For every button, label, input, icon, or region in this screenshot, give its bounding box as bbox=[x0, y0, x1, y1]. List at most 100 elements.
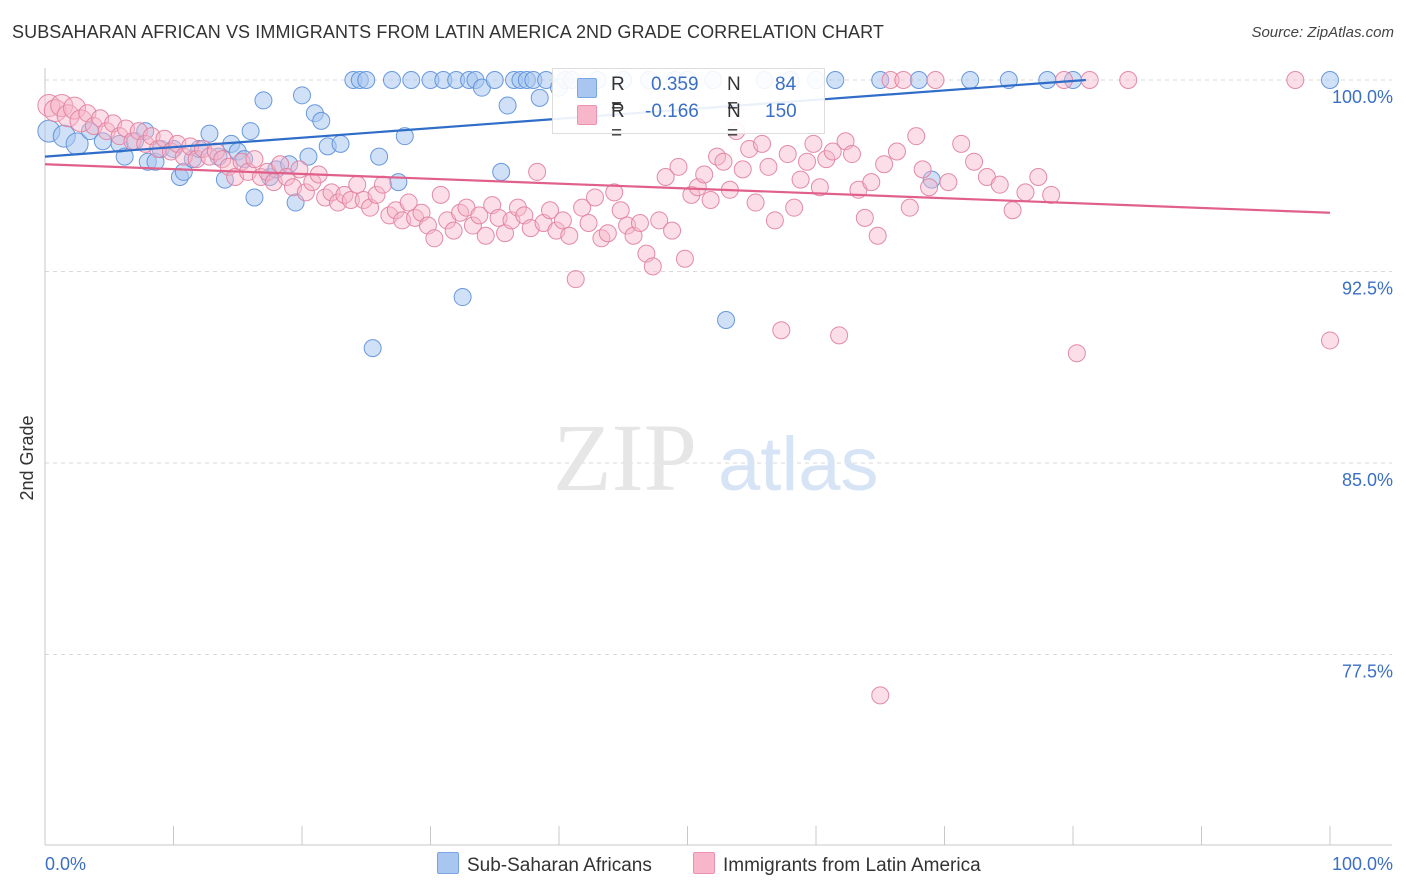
point-1-108 bbox=[733, 160, 752, 179]
legend-n-label: N = bbox=[727, 74, 741, 117]
data-points bbox=[37, 71, 1339, 705]
axes bbox=[44, 68, 1392, 846]
legend-n-label: N = bbox=[727, 101, 741, 144]
point-1-103 bbox=[701, 191, 720, 210]
y-axis-label: 2nd Grade bbox=[17, 415, 37, 500]
point-1-98 bbox=[669, 157, 688, 176]
point-1-60 bbox=[425, 229, 444, 248]
point-1-129 bbox=[868, 226, 887, 245]
point-1-136 bbox=[913, 160, 932, 179]
point-1-66 bbox=[463, 216, 482, 235]
point-0-23 bbox=[241, 122, 260, 141]
point-1-141 bbox=[965, 152, 984, 171]
point-0-30 bbox=[293, 86, 311, 105]
point-0-17 bbox=[200, 124, 219, 143]
point-1-27 bbox=[213, 150, 232, 169]
legend-r-label: R = bbox=[611, 74, 625, 117]
point-0-79 bbox=[999, 71, 1018, 89]
point-1-39 bbox=[290, 160, 309, 179]
point-0-40 bbox=[370, 147, 389, 166]
point-1-153 bbox=[1286, 71, 1305, 89]
point-1-102 bbox=[695, 165, 714, 184]
point-1-56 bbox=[399, 193, 418, 212]
point-1-118 bbox=[798, 152, 817, 171]
point-1-82 bbox=[566, 270, 585, 289]
point-1-89 bbox=[611, 201, 630, 220]
axis-labels: 100.0% 92.5% 85.0% 77.5% 0.0% 100.0% 2nd Grade bbox=[17, 87, 1393, 874]
point-1-67 bbox=[470, 206, 489, 225]
trend-line-1 bbox=[44, 163, 1331, 214]
point-1-146 bbox=[1029, 168, 1048, 187]
point-1-140 bbox=[952, 134, 971, 153]
point-0-80 bbox=[1038, 71, 1057, 89]
watermark-zip: ZIP bbox=[553, 404, 697, 511]
point-0-54 bbox=[498, 96, 517, 115]
point-0-74 bbox=[826, 71, 845, 89]
point-1-63 bbox=[444, 221, 463, 240]
point-1-122 bbox=[823, 142, 842, 161]
point-1-73 bbox=[508, 198, 527, 217]
point-1-95 bbox=[650, 211, 669, 230]
point-1-133 bbox=[894, 71, 913, 89]
legend-n-value-blue: 84 bbox=[775, 74, 797, 95]
point-1-81 bbox=[560, 226, 579, 245]
point-0-24 bbox=[245, 188, 264, 207]
bottom-legend-item-blue[interactable]: Sub-Saharan Africans bbox=[437, 852, 652, 877]
point-1-40 bbox=[296, 183, 315, 202]
point-1-115 bbox=[778, 145, 797, 164]
point-0-14 bbox=[174, 162, 193, 181]
point-1-4 bbox=[63, 96, 87, 120]
legend-r-value-pink: -0.166 bbox=[645, 101, 699, 122]
legend-n-value-pink: 150 bbox=[765, 101, 797, 122]
point-1-99 bbox=[675, 249, 694, 268]
point-0-25 bbox=[254, 91, 273, 110]
point-0-53 bbox=[492, 162, 511, 181]
point-1-121 bbox=[817, 150, 836, 169]
point-0-38 bbox=[357, 71, 376, 89]
point-1-51 bbox=[367, 185, 386, 204]
point-1-114 bbox=[772, 321, 791, 340]
point-0-52 bbox=[485, 71, 504, 89]
point-1-111 bbox=[753, 134, 772, 153]
point-1-78 bbox=[541, 201, 560, 220]
point-1-117 bbox=[791, 170, 810, 189]
point-1-151 bbox=[1119, 71, 1138, 89]
point-1-84 bbox=[579, 213, 598, 232]
point-1-80 bbox=[553, 211, 572, 230]
point-1-110 bbox=[746, 193, 765, 212]
point-1-97 bbox=[663, 221, 682, 240]
point-1-125 bbox=[842, 145, 861, 164]
point-1-137 bbox=[920, 178, 939, 197]
point-1-61 bbox=[431, 185, 450, 204]
point-0-42 bbox=[389, 173, 408, 192]
point-1-128 bbox=[862, 173, 881, 192]
y-tick-label-3: 77.5% bbox=[1342, 662, 1393, 682]
point-1-152 bbox=[871, 686, 890, 705]
point-0-31 bbox=[299, 147, 318, 166]
point-1-85 bbox=[585, 188, 604, 207]
point-1-52 bbox=[373, 175, 392, 194]
bottom-legend-item-pink[interactable]: Immigrants from Latin America bbox=[693, 852, 981, 877]
legend-r-label: R = bbox=[611, 101, 625, 144]
watermark-atlas: atlas bbox=[718, 422, 879, 507]
point-1-134 bbox=[900, 198, 919, 217]
point-1-105 bbox=[714, 152, 733, 171]
legend-r-value-blue: 0.359 bbox=[651, 74, 699, 95]
point-1-123 bbox=[830, 326, 849, 345]
watermark: ZIP atlas bbox=[553, 404, 879, 511]
legend-swatch-pink bbox=[577, 105, 597, 125]
point-1-96 bbox=[656, 168, 675, 187]
point-1-32 bbox=[245, 150, 264, 169]
point-0-41 bbox=[382, 71, 401, 89]
point-1-112 bbox=[759, 157, 778, 176]
point-1-132 bbox=[887, 142, 906, 161]
bottom-legend-swatch-pink bbox=[693, 852, 715, 874]
point-1-119 bbox=[804, 134, 823, 153]
point-1-149 bbox=[1067, 344, 1086, 363]
point-1-127 bbox=[855, 208, 874, 227]
point-1-120 bbox=[810, 178, 829, 197]
bottom-legend-label-pink: Immigrants from Latin America bbox=[723, 855, 981, 876]
point-1-148 bbox=[1055, 71, 1074, 89]
chart-title: SUBSAHARAN AFRICAN VS IMMIGRANTS FROM LA… bbox=[12, 22, 885, 42]
